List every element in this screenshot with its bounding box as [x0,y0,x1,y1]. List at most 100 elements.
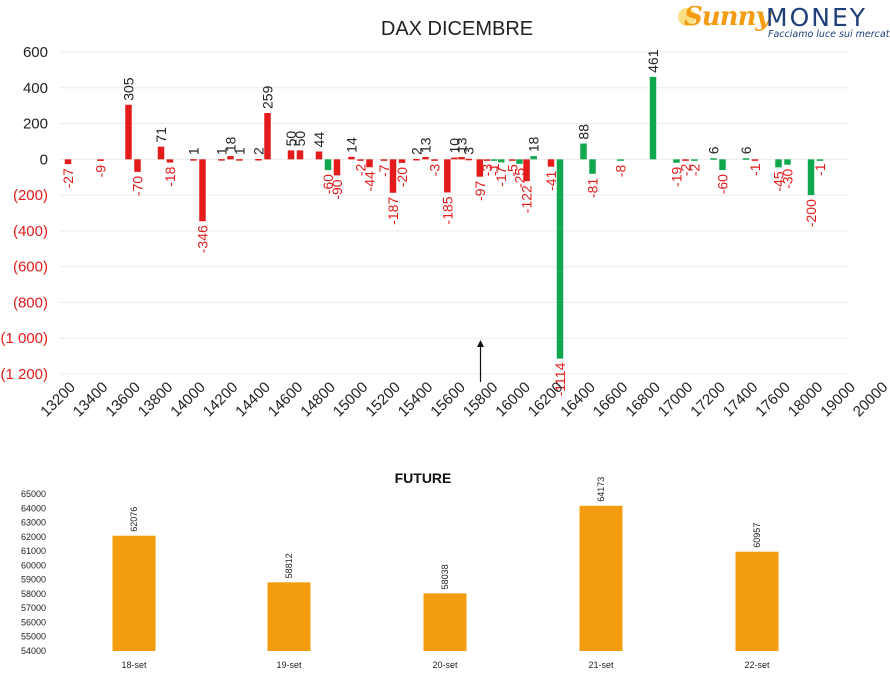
future-x-tick-label: 21-set [588,660,614,670]
future-chart-title: FUTURE [395,470,452,486]
future-y-tick-label: 65000 [21,489,46,499]
x-tick-label: 16600 [590,379,632,421]
bar [589,159,596,174]
future-y-tick-label: 54000 [21,646,46,656]
x-tick-label: 14800 [297,379,339,421]
bar [389,159,397,193]
future-x-tick-label: 18-set [121,660,147,670]
bar [157,146,165,160]
y-tick-label: (200) [13,187,48,204]
future-x-tick-label: 22-set [744,660,770,670]
future-bar-data-label: 62076 [129,507,139,532]
y-tick-label: (1 200) [0,366,48,383]
x-tick-label: 15400 [395,379,437,421]
y-tick-label: 600 [23,44,48,61]
future-x-tick-label: 20-set [432,660,458,670]
x-tick-label: 14600 [265,379,307,421]
bar-data-label: 44 [311,132,327,148]
x-tick-label: 15600 [427,379,469,421]
bar [483,159,491,161]
bar-data-label: -60 [320,174,336,194]
y-tick-label: (800) [13,294,48,311]
x-tick-label: 13800 [135,379,177,421]
bar [751,159,759,161]
bar-data-label: -97 [472,180,488,200]
bar [190,159,197,161]
bar [476,159,484,177]
bar [775,159,782,168]
bar-data-label: -19 [669,167,685,187]
bar-data-label: -5 [504,164,520,177]
main-chart-title: DAX DICEMBRE [381,18,533,40]
bar [673,159,680,163]
bar-data-label: 13 [418,137,434,153]
bar-data-label: 2 [409,147,425,155]
bar [218,159,225,161]
bar [807,159,815,196]
bar-data-label: -1 [747,163,763,176]
bar [398,159,406,163]
bar [255,158,262,161]
bar-data-label: 1 [232,147,248,155]
bar [444,159,451,193]
sunny-money-logo: Sunny MONEY Facciamo luce sui mercati [678,2,890,40]
bar-data-label: -27 [60,168,76,188]
bar-data-label: -187 [385,197,401,225]
bar-data-label: 13 [454,137,470,153]
bar-data-label: -90 [329,179,345,199]
bar-data-label: 6 [706,146,722,154]
bar [315,151,323,160]
bar [422,157,429,160]
future-bar [579,505,623,651]
y-tick-label: 400 [23,80,48,97]
future-bar [267,582,311,651]
x-tick-label: 13200 [37,379,79,421]
bar-data-label: -60 [715,174,731,194]
dax-dicembre-chart: DAX DICEMBRE 600 400 200 0 (200) (400) (600) (8… [0,18,890,421]
x-tick-label: 13600 [102,379,144,421]
bar [199,159,206,222]
bar [166,159,174,163]
bar [719,159,726,171]
bar [458,157,465,160]
x-tick-label: 17600 [752,379,794,421]
x-tick-label: 18000 [785,379,827,421]
bar-data-label: -70 [130,176,146,196]
y-tick-label: 0 [40,151,48,168]
future-y-tick-label: 58000 [21,589,46,599]
future-y-tick-label: 57000 [21,603,46,613]
x-tick-label: 17400 [720,379,762,421]
bar-data-label: -45 [771,171,787,191]
future-bar [735,551,779,651]
bar [264,113,271,160]
bar [816,159,824,161]
logo-tagline: Facciamo luce sui mercati [768,29,890,40]
price-marker-arrow-icon [477,340,484,347]
bar-data-label: -30 [780,168,796,188]
x-tick-label: 16200 [525,379,567,421]
bar-data-label: 18 [526,136,542,152]
bar-data-label: 1 [186,147,202,155]
bar-data-label: 18 [223,136,239,152]
bar [296,150,304,160]
x-tick-label: 17000 [655,379,697,421]
bar-data-label: -17 [493,166,509,186]
x-tick-label: 14200 [200,379,242,421]
bar [380,159,388,161]
y-tick-label: (1 000) [0,330,48,347]
bar [784,159,791,165]
bar-data-label: -2 [678,163,694,176]
bar [617,159,624,161]
bar [497,159,505,163]
bar-data-label: -7 [376,164,392,177]
future-chart: FUTURE 65000 64000 63000 62000 61000 60000 590… [21,470,779,670]
bar-data-label: 3 [461,147,477,155]
bar [742,158,750,160]
future-bar-data-label: 58038 [440,564,450,589]
bar-data-label: -1 [812,163,828,176]
bar [431,159,438,161]
bar [134,159,141,172]
y-tick-label: (600) [13,259,48,276]
future-y-tick-label: 56000 [21,617,46,627]
bar-data-label: -3 [479,164,495,177]
